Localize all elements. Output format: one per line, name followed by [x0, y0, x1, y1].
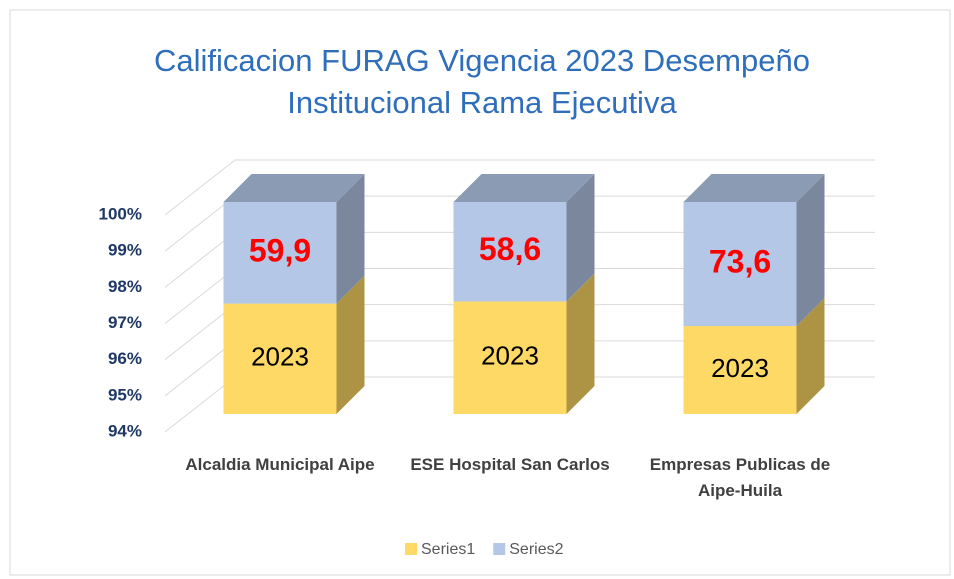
bar-top: [223, 174, 365, 202]
bar-side: [336, 174, 365, 304]
bar-segment: [683, 202, 797, 327]
y-tick-label: 99%: [108, 241, 142, 260]
bar-segment: [223, 303, 337, 414]
bar-segment: [453, 301, 567, 414]
bar-side: [566, 273, 595, 414]
legend-swatch: [405, 543, 417, 555]
data-label: 2023: [711, 353, 769, 383]
bar-segment: [223, 202, 337, 304]
data-label: 58,6: [479, 231, 541, 267]
data-label: 2023: [481, 341, 539, 371]
chart-title: Calificacion FURAG Vigencia 2023 Desempe…: [154, 43, 810, 120]
bar-side: [796, 298, 825, 414]
y-tick-label: 96%: [108, 349, 142, 368]
bar-segment: [453, 202, 567, 302]
data-label: 73,6: [709, 243, 771, 279]
y-tick-label: 94%: [108, 421, 142, 440]
legend-label: Series2: [509, 541, 563, 558]
x-tick-label: ESE Hospital San Carlos: [410, 455, 610, 474]
y-tick-label: 100%: [99, 204, 142, 223]
data-label: 2023: [251, 342, 309, 372]
bar-side: [566, 174, 595, 302]
legend-swatch: [493, 543, 506, 555]
bar-side: [336, 275, 365, 414]
y-tick-label: 97%: [108, 313, 142, 332]
bar-top: [453, 174, 595, 202]
y-tick-label: 95%: [108, 385, 142, 404]
x-tick-label: Alcaldia Municipal Aipe: [185, 455, 375, 474]
data-label: 59,9: [249, 232, 311, 268]
bar-top: [683, 174, 825, 202]
y-tick-label: 98%: [108, 277, 142, 296]
bar-segment: [683, 326, 797, 414]
x-tick-label: Empresas Publicas de Aipe-Huila: [649, 455, 831, 500]
legend-label: Series1: [421, 541, 475, 558]
chart-border: [9, 9, 951, 576]
grid-line: [164, 159, 875, 216]
bar-side: [796, 174, 825, 327]
